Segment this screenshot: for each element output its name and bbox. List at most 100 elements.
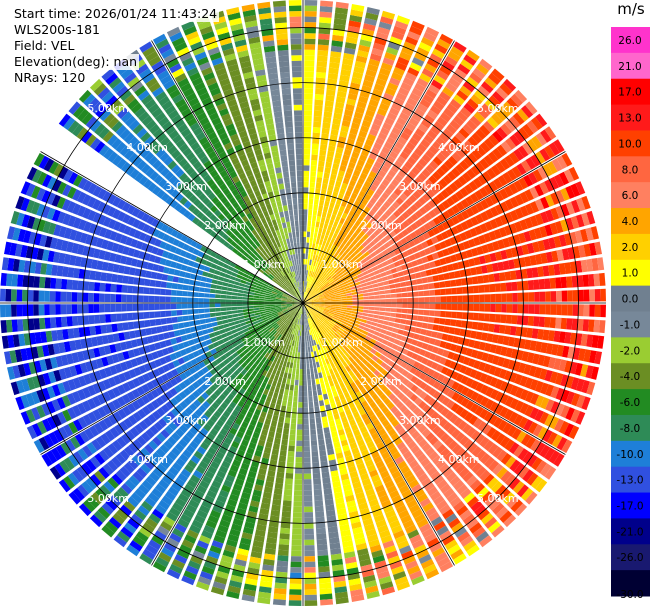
gate-cell <box>389 251 396 258</box>
gate-cell <box>444 159 454 170</box>
gate-cell <box>156 432 166 443</box>
gate-cell <box>282 309 288 312</box>
gate-cell <box>310 290 315 296</box>
gate-cell <box>307 287 311 294</box>
gate-cell <box>549 222 559 235</box>
gate-cell <box>72 405 82 417</box>
gate-cell <box>337 457 345 465</box>
gate-cell <box>127 321 135 330</box>
gate-cell <box>205 371 213 379</box>
gate-cell <box>335 270 342 276</box>
gate-cell <box>379 529 391 539</box>
gate-cell <box>545 291 551 302</box>
gate-cell <box>403 343 411 350</box>
gate-cell <box>405 280 412 287</box>
gate-cell <box>406 262 413 269</box>
gate-cell <box>354 241 362 249</box>
gate-cell <box>192 550 205 560</box>
gate-cell <box>72 377 82 389</box>
gate-cell <box>417 315 424 322</box>
gate-cell <box>313 478 322 485</box>
gate-cell <box>372 283 379 288</box>
gate-cell <box>276 427 283 434</box>
gate-cell <box>67 328 75 339</box>
gate-cell <box>286 326 291 333</box>
gate-cell <box>393 371 401 379</box>
gate-cell <box>202 475 212 485</box>
gate-cell <box>308 335 311 342</box>
gate-cell <box>172 417 182 427</box>
gate-cell <box>304 38 316 45</box>
gate-cell <box>361 286 368 291</box>
gate-cell <box>380 361 388 369</box>
gate-cell <box>351 521 362 530</box>
gate-cell <box>448 517 461 529</box>
gate-cell <box>168 466 180 477</box>
gate-cell <box>122 405 132 417</box>
gate-cell <box>319 330 324 337</box>
gate-cell <box>303 253 306 259</box>
gate-cell <box>196 330 204 337</box>
gate-cell <box>288 367 293 374</box>
gate-cell <box>108 377 117 388</box>
gate-cell <box>447 155 458 166</box>
gate-cell <box>187 339 195 346</box>
gate-cell <box>381 339 389 346</box>
gate-cell <box>276 340 281 346</box>
gate-cell <box>345 365 352 373</box>
gate-cell <box>251 341 258 347</box>
gate-cell <box>323 320 329 325</box>
gate-cell <box>497 356 505 367</box>
gate-cell <box>464 184 474 195</box>
gate-cell <box>72 487 85 501</box>
gate-cell <box>231 329 238 334</box>
gate-cell <box>303 352 306 359</box>
gate-cell <box>505 456 517 469</box>
gate-cell <box>344 109 354 117</box>
gate-cell <box>393 499 405 509</box>
gate-cell <box>432 390 442 400</box>
gate-cell <box>483 363 492 374</box>
gate-cell <box>500 141 512 153</box>
gate-cell <box>386 353 394 360</box>
gate-cell <box>389 348 396 355</box>
gate-cell <box>382 475 393 484</box>
gate-cell <box>490 164 501 176</box>
gate-cell <box>299 308 302 314</box>
gate-cell <box>526 268 533 279</box>
gate-cell <box>393 339 401 346</box>
gate-cell <box>333 112 343 120</box>
gate-cell <box>193 489 205 499</box>
gate-cell <box>255 352 262 359</box>
gate-cell <box>325 352 331 359</box>
gate-cell <box>81 462 93 476</box>
gate-cell <box>381 10 396 20</box>
gate-cell <box>350 381 357 389</box>
gate-cell <box>172 323 179 330</box>
gate-cell <box>325 195 331 202</box>
gate-cell <box>421 277 428 284</box>
gate-cell <box>275 577 288 584</box>
gate-cell <box>176 414 186 424</box>
gate-cell <box>237 330 244 336</box>
gate-cell <box>282 317 288 323</box>
gate-cell <box>375 32 389 41</box>
gate-cell <box>321 257 326 264</box>
gate-cell <box>388 205 396 213</box>
gate-cell <box>413 361 421 369</box>
gate-cell <box>335 502 346 510</box>
gate-cell <box>339 468 348 476</box>
gate-cell <box>303 347 306 353</box>
gate-cell <box>555 205 565 219</box>
gate-cell <box>159 303 166 310</box>
gate-cell <box>233 362 241 369</box>
gate-cell <box>407 529 420 539</box>
gate-cell <box>306 306 312 311</box>
gate-cell <box>295 457 303 463</box>
gate-cell <box>297 418 303 425</box>
gate-cell <box>544 278 551 289</box>
gate-cell <box>517 304 524 314</box>
gate-cell <box>15 396 25 411</box>
gate-cell <box>483 473 495 486</box>
gate-cell <box>324 493 333 501</box>
